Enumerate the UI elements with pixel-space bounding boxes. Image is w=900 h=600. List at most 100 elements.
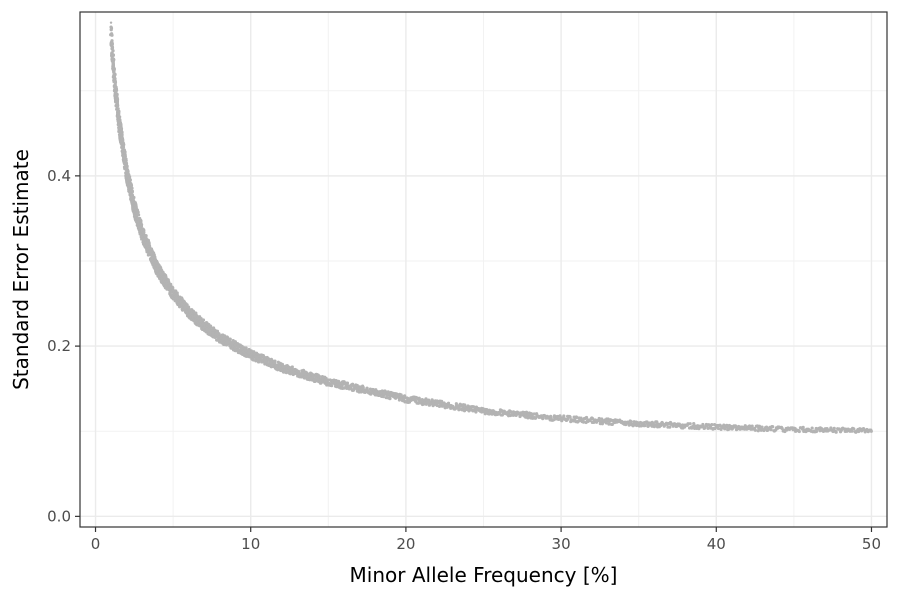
data-points — [109, 21, 873, 434]
x-tick-label: 20 — [396, 535, 415, 553]
data-point — [139, 224, 144, 228]
x-tick-label: 40 — [707, 535, 726, 553]
data-point — [532, 412, 536, 416]
data-point — [629, 420, 633, 424]
data-point — [116, 104, 120, 108]
data-point — [121, 145, 126, 149]
data-point — [597, 416, 601, 421]
data-point — [574, 415, 579, 420]
data-point — [769, 428, 773, 432]
data-point — [109, 28, 113, 31]
data-point — [696, 424, 700, 428]
data-point — [111, 63, 115, 67]
data-point — [814, 429, 819, 434]
major-gridlines — [80, 12, 887, 527]
y-axis: 0.0 0.2 0.4 — [47, 167, 80, 525]
data-point — [581, 420, 586, 424]
data-point — [610, 422, 614, 426]
data-point — [209, 325, 213, 329]
y-axis-title: Standard Error Estimate — [9, 149, 33, 390]
data-point — [723, 427, 727, 431]
data-point — [130, 186, 134, 190]
data-point — [760, 425, 764, 429]
data-point — [869, 429, 873, 433]
data-point — [124, 157, 128, 161]
data-point — [771, 425, 775, 429]
data-point — [753, 428, 757, 432]
data-point — [446, 401, 451, 405]
data-point — [273, 359, 277, 363]
data-point — [119, 127, 123, 131]
data-point — [112, 67, 116, 71]
data-point — [706, 426, 710, 430]
data-point — [119, 123, 123, 127]
data-point — [110, 46, 115, 50]
data-point — [115, 93, 119, 97]
data-point — [801, 425, 805, 429]
data-point — [604, 421, 609, 425]
data-point — [764, 425, 769, 429]
data-point — [109, 21, 113, 24]
data-point — [541, 417, 545, 421]
data-point — [365, 386, 369, 390]
data-point — [756, 429, 760, 433]
data-point — [566, 417, 570, 421]
data-point — [556, 414, 560, 419]
data-point — [142, 230, 146, 234]
data-point — [111, 57, 116, 61]
data-point — [123, 150, 127, 155]
x-tick-label: 30 — [552, 535, 571, 553]
data-point — [244, 346, 248, 350]
y-tick-label: 0.4 — [47, 167, 71, 185]
data-point — [129, 183, 133, 187]
data-point — [852, 427, 856, 431]
data-point — [692, 422, 696, 426]
y-tick-label: 0.0 — [47, 507, 71, 525]
data-point — [534, 416, 538, 420]
data-point — [463, 403, 467, 407]
data-point — [750, 424, 754, 428]
x-axis-title: Minor Allele Frequency [%] — [350, 563, 618, 587]
data-point — [110, 25, 113, 29]
data-point — [137, 213, 141, 217]
data-point — [719, 427, 723, 431]
data-point — [598, 420, 603, 424]
data-point — [153, 255, 157, 259]
data-point — [483, 412, 487, 416]
x-tick-label: 50 — [862, 535, 881, 553]
data-point — [643, 423, 647, 428]
data-point — [716, 426, 721, 431]
x-tick-label: 0 — [91, 535, 101, 553]
data-point — [349, 385, 353, 389]
data-point — [113, 77, 117, 81]
data-point — [710, 422, 714, 427]
data-point — [562, 414, 566, 418]
data-point — [607, 422, 611, 426]
data-point — [115, 99, 120, 103]
data-point — [124, 161, 129, 166]
data-point — [201, 318, 206, 322]
data-point — [857, 429, 861, 434]
data-point — [123, 154, 127, 159]
data-point — [185, 303, 189, 307]
data-point — [148, 244, 152, 248]
data-point — [113, 72, 117, 77]
data-point — [118, 115, 122, 119]
data-point — [345, 381, 350, 385]
data-point — [256, 360, 261, 364]
data-point — [834, 430, 838, 434]
data-point — [688, 422, 692, 426]
data-point — [130, 189, 134, 193]
data-point — [462, 409, 467, 413]
data-point — [701, 422, 705, 427]
data-point — [709, 425, 713, 429]
data-point — [228, 337, 232, 341]
data-point — [113, 81, 118, 85]
x-axis: 0 10 20 30 40 50 — [91, 527, 881, 553]
data-point — [668, 425, 672, 429]
data-point — [584, 415, 589, 420]
data-point — [116, 107, 120, 111]
data-point — [290, 365, 294, 369]
data-point — [330, 384, 334, 388]
